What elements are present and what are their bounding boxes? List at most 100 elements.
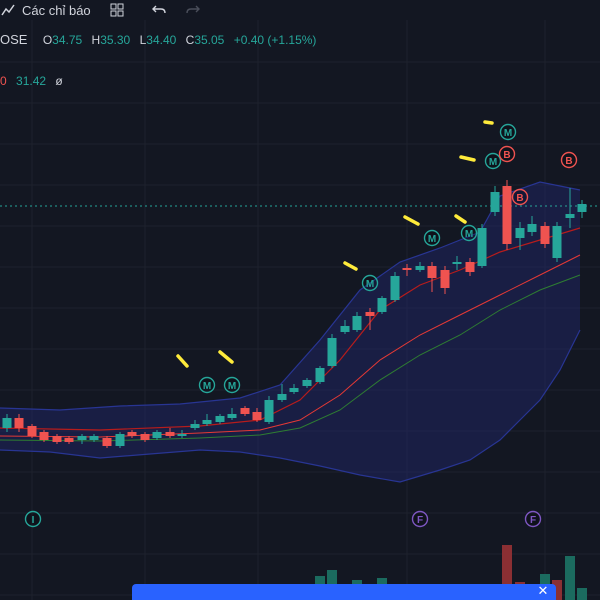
candle-body — [115, 434, 125, 446]
candle-body — [227, 414, 237, 418]
indicator-legend: 0 31.42 ø — [0, 74, 63, 88]
volume-bar — [565, 556, 575, 600]
candle-body — [440, 270, 450, 288]
marker-b — [511, 188, 529, 206]
indicator-value-green: 31.42 — [16, 74, 47, 88]
candle-body — [202, 420, 212, 424]
marker-m — [223, 376, 241, 394]
marker-m-label: M — [228, 381, 236, 392]
notification-bar[interactable]: ✕ — [132, 584, 556, 600]
candle-body — [327, 338, 337, 366]
marker-m — [499, 123, 517, 141]
open-key: O — [42, 33, 53, 47]
marker-f-label: F — [417, 515, 423, 526]
marker-m-label: M — [428, 234, 436, 245]
candle-body — [140, 434, 150, 440]
change-value: +0.40 (+1.15%) — [233, 33, 317, 47]
symbol-label[interactable]: OSE — [0, 32, 28, 47]
marker-m — [361, 274, 379, 292]
marker-i — [24, 510, 42, 528]
low-value: 34.40 — [146, 33, 177, 47]
candle-body — [215, 416, 225, 422]
candle-body — [527, 224, 537, 232]
candle-body — [515, 228, 525, 238]
candle-body — [377, 298, 387, 312]
marker-m — [423, 229, 441, 247]
candle-body — [340, 326, 350, 332]
candle-body — [402, 268, 412, 270]
annotation-stroke — [343, 261, 358, 271]
candle-body — [52, 436, 62, 442]
indicators-button[interactable]: Các chỉ báo — [0, 2, 91, 18]
ma-green-line — [0, 274, 581, 442]
candle-body — [264, 400, 274, 422]
volume-bar — [577, 588, 587, 600]
marker-m — [460, 224, 478, 242]
open-value: 34.75 — [52, 33, 83, 47]
candle-body — [39, 432, 49, 440]
marker-f — [524, 510, 542, 528]
annotation-stroke — [454, 214, 467, 224]
layout-grid-icon — [109, 2, 125, 18]
ohlc-legend: OSE O34.75 H35.30 L34.40 C35.05 +0.40 (+… — [0, 32, 322, 47]
candle-body — [64, 438, 74, 442]
ma-pink-line — [0, 254, 581, 438]
marker-b — [560, 151, 578, 169]
indicator-value-red: 0 — [0, 74, 7, 88]
marker-b-label: B — [565, 156, 572, 167]
candle-body — [27, 426, 37, 436]
marker-b-label: B — [516, 193, 523, 204]
marker-m-label: M — [203, 381, 211, 392]
candle-body — [14, 418, 24, 428]
candle-body — [502, 186, 512, 244]
candle-body — [365, 312, 375, 316]
indicators-label: Các chỉ báo — [22, 2, 91, 18]
close-icon[interactable]: ✕ — [537, 584, 549, 598]
low-key: L — [139, 33, 147, 47]
candle-body — [352, 316, 362, 330]
candle-body — [427, 266, 437, 278]
candle-body — [2, 418, 12, 428]
bollinger-band-fill — [0, 182, 580, 482]
close-key: C — [185, 33, 195, 47]
candle-body — [89, 436, 99, 440]
volume-bar — [552, 580, 562, 600]
undo-icon — [151, 2, 167, 18]
annotation-stroke — [483, 120, 494, 125]
candle-body — [477, 228, 487, 266]
candle-body — [165, 432, 175, 436]
marker-i-label: I — [32, 515, 35, 526]
high-value: 35.30 — [100, 33, 131, 47]
marker-f-label: F — [530, 515, 536, 526]
candle-body — [127, 432, 137, 436]
undo-button[interactable] — [151, 2, 167, 18]
candle-body — [77, 436, 87, 440]
candle-body — [315, 368, 325, 382]
marker-m — [484, 152, 502, 170]
annotation-stroke — [176, 354, 189, 368]
candle-body — [577, 204, 587, 212]
candle-body — [240, 408, 250, 414]
marker-m-label: M — [366, 279, 374, 290]
candle-body — [252, 412, 262, 420]
marker-m-label: M — [489, 157, 497, 168]
high-key: H — [91, 33, 101, 47]
candle-body — [277, 394, 287, 400]
redo-icon — [185, 2, 201, 18]
marker-f — [411, 510, 429, 528]
candle-body — [415, 266, 425, 270]
candle-body — [152, 432, 162, 438]
annotation-stroke — [403, 215, 420, 226]
visibility-icon[interactable]: ø — [55, 74, 63, 88]
candle-body — [302, 380, 312, 386]
candle-body — [490, 192, 500, 212]
redo-button[interactable] — [185, 2, 201, 18]
layout-button[interactable] — [109, 2, 125, 18]
candle-body — [452, 262, 462, 264]
candle-body — [465, 262, 475, 272]
candle-body — [289, 388, 299, 392]
marker-m — [198, 376, 216, 394]
close-value: 35.05 — [194, 33, 225, 47]
chart-toolbar: Các chỉ báo — [0, 0, 600, 20]
